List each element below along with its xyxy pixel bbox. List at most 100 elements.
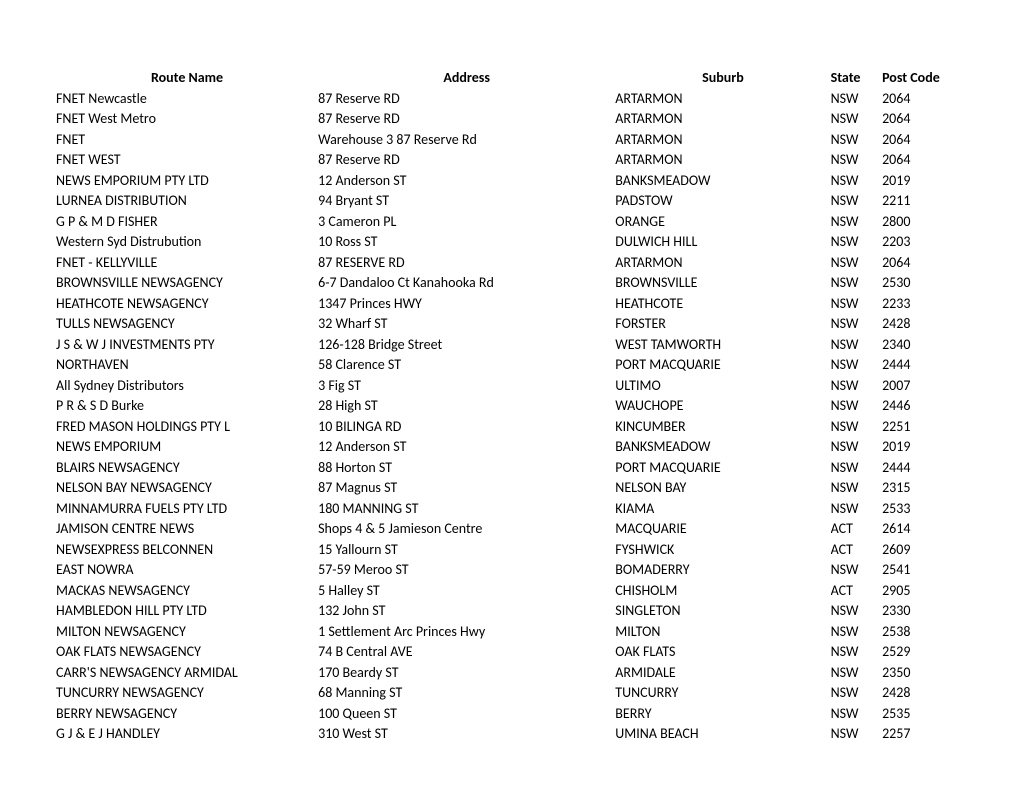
cell-address: 12 Anderson ST: [318, 437, 615, 458]
table-row: EAST NOWRA57-59 Meroo STBOMADERRYNSW2541: [56, 560, 964, 581]
cell-post: 2007: [882, 376, 964, 397]
cell-post: 2064: [882, 89, 964, 110]
cell-suburb: WEST TAMWORTH: [615, 335, 830, 356]
cell-address: 87 Reserve RD: [318, 109, 615, 130]
table-row: FNET West Metro87 Reserve RDARTARMONNSW2…: [56, 109, 964, 130]
cell-post: 2211: [882, 191, 964, 212]
cell-address: 32 Wharf ST: [318, 314, 615, 335]
cell-suburb: FYSHWICK: [615, 540, 830, 561]
cell-route: FNET: [56, 130, 318, 151]
col-header-state: State: [831, 68, 882, 89]
table-row: FRED MASON HOLDINGS PTY L10 BILINGA RDKI…: [56, 417, 964, 438]
cell-address: 132 John ST: [318, 601, 615, 622]
cell-address: 88 Horton ST: [318, 458, 615, 479]
cell-address: Warehouse 3 87 Reserve Rd: [318, 130, 615, 151]
cell-route: NORTHAVEN: [56, 355, 318, 376]
cell-state: ACT: [831, 519, 882, 540]
table-row: NORTHAVEN58 Clarence STPORT MACQUARIENSW…: [56, 355, 964, 376]
table-row: MACKAS NEWSAGENCY5 Halley STCHISHOLMACT2…: [56, 581, 964, 602]
cell-address: 180 MANNING ST: [318, 499, 615, 520]
cell-route: All Sydney Distributors: [56, 376, 318, 397]
cell-route: FNET Newcastle: [56, 89, 318, 110]
cell-address: 87 Reserve RD: [318, 89, 615, 110]
cell-post: 2019: [882, 437, 964, 458]
cell-route: OAK FLATS NEWSAGENCY: [56, 642, 318, 663]
cell-route: CARR'S NEWSAGENCY ARMIDAL: [56, 663, 318, 684]
table-row: TULLS NEWSAGENCY32 Wharf STFORSTERNSW242…: [56, 314, 964, 335]
cell-post: 2905: [882, 581, 964, 602]
cell-route: FRED MASON HOLDINGS PTY L: [56, 417, 318, 438]
cell-suburb: CHISHOLM: [615, 581, 830, 602]
cell-suburb: ARTARMON: [615, 130, 830, 151]
table-header: Route Name Address Suburb State Post Cod…: [56, 68, 964, 89]
cell-address: 3 Fig ST: [318, 376, 615, 397]
cell-state: NSW: [831, 683, 882, 704]
cell-suburb: MACQUARIE: [615, 519, 830, 540]
cell-route: HAMBLEDON HILL PTY LTD: [56, 601, 318, 622]
cell-route: TULLS NEWSAGENCY: [56, 314, 318, 335]
cell-address: 58 Clarence ST: [318, 355, 615, 376]
cell-suburb: UMINA BEACH: [615, 724, 830, 745]
cell-state: NSW: [831, 601, 882, 622]
table-row: BLAIRS NEWSAGENCY88 Horton STPORT MACQUA…: [56, 458, 964, 479]
cell-post: 2428: [882, 683, 964, 704]
cell-route: J S & W J INVESTMENTS PTY: [56, 335, 318, 356]
cell-state: NSW: [831, 376, 882, 397]
cell-post: 2444: [882, 458, 964, 479]
cell-state: NSW: [831, 212, 882, 233]
cell-address: 12 Anderson ST: [318, 171, 615, 192]
cell-suburb: PORT MACQUARIE: [615, 458, 830, 479]
cell-suburb: KIAMA: [615, 499, 830, 520]
cell-state: NSW: [831, 417, 882, 438]
cell-state: NSW: [831, 273, 882, 294]
cell-post: 2444: [882, 355, 964, 376]
cell-suburb: SINGLETON: [615, 601, 830, 622]
cell-state: NSW: [831, 109, 882, 130]
cell-suburb: WAUCHOPE: [615, 396, 830, 417]
col-header-post: Post Code: [882, 68, 964, 89]
table-row: FNET Newcastle87 Reserve RDARTARMONNSW20…: [56, 89, 964, 110]
cell-address: Shops 4 & 5 Jamieson Centre: [318, 519, 615, 540]
cell-state: NSW: [831, 150, 882, 171]
table-row: OAK FLATS NEWSAGENCY74 B Central AVEOAK …: [56, 642, 964, 663]
cell-route: HEATHCOTE NEWSAGENCY: [56, 294, 318, 315]
table-row: NEWSEXPRESS BELCONNEN15 Yallourn STFYSHW…: [56, 540, 964, 561]
cell-state: NSW: [831, 314, 882, 335]
cell-route: MINNAMURRA FUELS PTY LTD: [56, 499, 318, 520]
col-header-route: Route Name: [56, 68, 318, 89]
table-row: CARR'S NEWSAGENCY ARMIDAL170 Beardy STAR…: [56, 663, 964, 684]
cell-post: 2428: [882, 314, 964, 335]
table-row: LURNEA DISTRIBUTION94 Bryant STPADSTOWNS…: [56, 191, 964, 212]
cell-address: 28 High ST: [318, 396, 615, 417]
cell-suburb: MILTON: [615, 622, 830, 643]
table-row: J S & W J INVESTMENTS PTY126-128 Bridge …: [56, 335, 964, 356]
cell-route: G P & M D FISHER: [56, 212, 318, 233]
cell-address: 87 RESERVE RD: [318, 253, 615, 274]
cell-address: 15 Yallourn ST: [318, 540, 615, 561]
table-row: G P & M D FISHER3 Cameron PLORANGENSW280…: [56, 212, 964, 233]
document-page: Route Name Address Suburb State Post Cod…: [0, 0, 1020, 785]
cell-state: NSW: [831, 478, 882, 499]
cell-route: P R & S D Burke: [56, 396, 318, 417]
cell-post: 2064: [882, 130, 964, 151]
cell-state: NSW: [831, 232, 882, 253]
cell-state: NSW: [831, 130, 882, 151]
table-body: FNET Newcastle87 Reserve RDARTARMONNSW20…: [56, 89, 964, 745]
cell-address: 74 B Central AVE: [318, 642, 615, 663]
table-row: FNET - KELLYVILLE87 RESERVE RDARTARMONNS…: [56, 253, 964, 274]
cell-route: EAST NOWRA: [56, 560, 318, 581]
cell-route: FNET WEST: [56, 150, 318, 171]
cell-suburb: BOMADERRY: [615, 560, 830, 581]
cell-state: ACT: [831, 540, 882, 561]
cell-address: 310 West ST: [318, 724, 615, 745]
cell-suburb: ARMIDALE: [615, 663, 830, 684]
cell-post: 2538: [882, 622, 964, 643]
table-row: MILTON NEWSAGENCY1 Settlement Arc Prince…: [56, 622, 964, 643]
cell-post: 2533: [882, 499, 964, 520]
table-row: P R & S D Burke28 High STWAUCHOPENSW2446: [56, 396, 964, 417]
cell-post: 2315: [882, 478, 964, 499]
table-row: NELSON BAY NEWSAGENCY87 Magnus STNELSON …: [56, 478, 964, 499]
cell-address: 87 Reserve RD: [318, 150, 615, 171]
cell-route: Western Syd Distrubution: [56, 232, 318, 253]
cell-post: 2340: [882, 335, 964, 356]
